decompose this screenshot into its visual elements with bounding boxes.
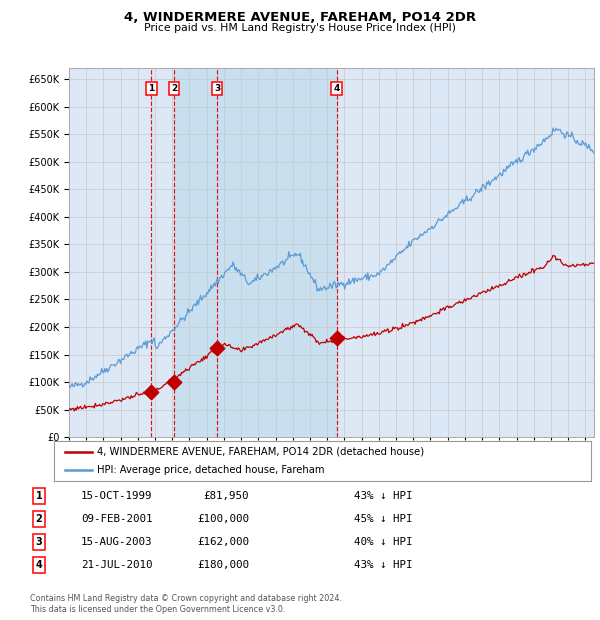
Text: £81,950: £81,950: [203, 491, 249, 501]
Point: [146, 387, 156, 397]
Point: [332, 333, 341, 343]
Text: 2: 2: [171, 84, 177, 93]
Text: 40% ↓ HPI: 40% ↓ HPI: [354, 537, 413, 547]
Text: 4: 4: [35, 560, 43, 570]
Text: 15-OCT-1999: 15-OCT-1999: [81, 491, 152, 501]
Bar: [217, 68, 337, 437]
Text: 15-AUG-2003: 15-AUG-2003: [81, 537, 152, 547]
Text: 09-FEB-2001: 09-FEB-2001: [81, 514, 152, 524]
Text: £162,000: £162,000: [197, 537, 249, 547]
Text: £100,000: £100,000: [197, 514, 249, 524]
Text: Price paid vs. HM Land Registry's House Price Index (HPI): Price paid vs. HM Land Registry's House …: [144, 23, 456, 33]
Text: £180,000: £180,000: [197, 560, 249, 570]
Text: 4: 4: [334, 84, 340, 93]
Text: 3: 3: [35, 537, 43, 547]
Point: [212, 343, 222, 353]
Text: 43% ↓ HPI: 43% ↓ HPI: [354, 560, 413, 570]
Text: 43% ↓ HPI: 43% ↓ HPI: [354, 491, 413, 501]
Point: [169, 377, 179, 387]
Bar: [174, 68, 217, 437]
Text: 3: 3: [214, 84, 221, 93]
Text: 4, WINDERMERE AVENUE, FAREHAM, PO14 2DR: 4, WINDERMERE AVENUE, FAREHAM, PO14 2DR: [124, 11, 476, 24]
Text: HPI: Average price, detached house, Fareham: HPI: Average price, detached house, Fare…: [97, 465, 325, 475]
Text: 21-JUL-2010: 21-JUL-2010: [81, 560, 152, 570]
Text: This data is licensed under the Open Government Licence v3.0.: This data is licensed under the Open Gov…: [30, 604, 286, 614]
Text: 4, WINDERMERE AVENUE, FAREHAM, PO14 2DR (detached house): 4, WINDERMERE AVENUE, FAREHAM, PO14 2DR …: [97, 447, 424, 457]
Text: 2: 2: [35, 514, 43, 524]
Text: 1: 1: [148, 84, 155, 93]
Text: 45% ↓ HPI: 45% ↓ HPI: [354, 514, 413, 524]
Text: 1: 1: [35, 491, 43, 501]
Text: Contains HM Land Registry data © Crown copyright and database right 2024.: Contains HM Land Registry data © Crown c…: [30, 594, 342, 603]
